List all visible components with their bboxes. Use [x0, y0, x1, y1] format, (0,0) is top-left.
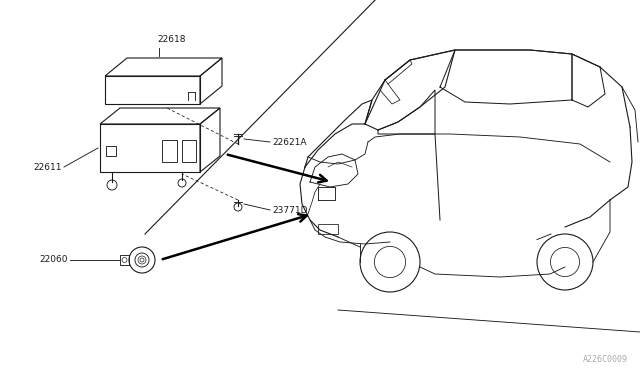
- Text: 22060: 22060: [40, 256, 68, 264]
- Text: 22611: 22611: [33, 163, 62, 171]
- Text: 22618: 22618: [157, 35, 186, 44]
- Text: A226C0009: A226C0009: [583, 355, 628, 364]
- Text: 23771D: 23771D: [272, 205, 307, 215]
- Text: 22621A: 22621A: [272, 138, 307, 147]
